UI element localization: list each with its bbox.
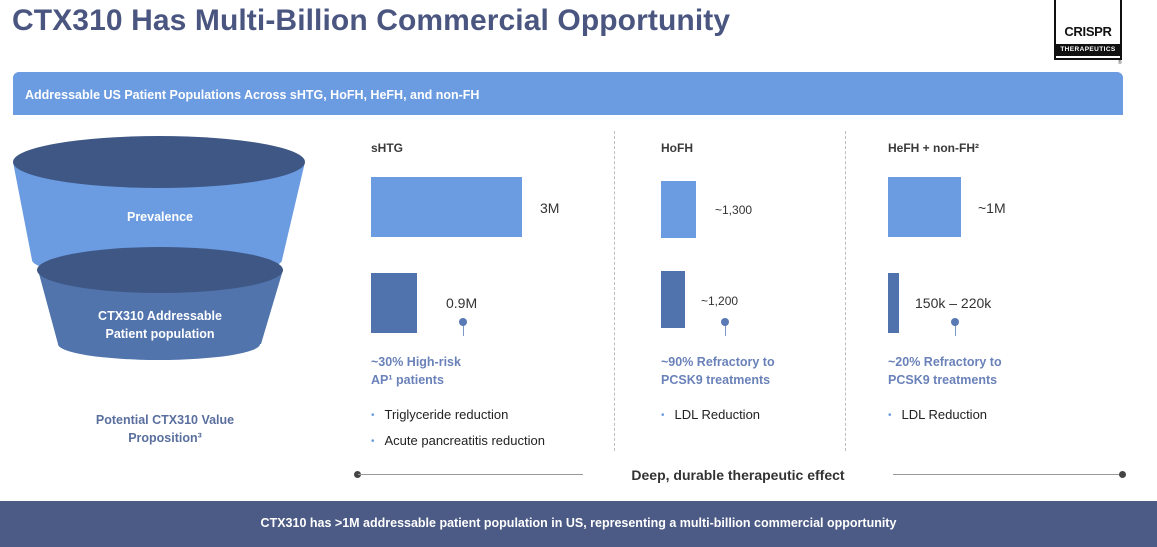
- funnel-addressable-line1: CTX310 Addressable: [98, 309, 222, 323]
- pct-line1-hofh: ~90% Refractory to: [661, 355, 775, 369]
- funnel-bottom-rim: [37, 247, 283, 293]
- prevalence-bar-hefh: [888, 177, 961, 237]
- pct-label-shtg: ~30% High-risk AP¹ patients: [371, 353, 461, 389]
- logo-subtitle: THERAPEUTICS: [1056, 44, 1120, 56]
- prevalence-value-shtg: 3M: [540, 200, 560, 216]
- bullet-text: LDL Reduction: [674, 407, 761, 422]
- pct-label-hefh: ~20% Refractory to PCSK9 treatments: [888, 353, 1002, 389]
- addressable-bar-hofh: [661, 271, 685, 328]
- callout-dot-hefh: [951, 318, 959, 326]
- footer-text: CTX310 has >1M addressable patient popul…: [260, 516, 897, 530]
- callout-stem-shtg: [463, 323, 464, 336]
- value-proposition-label: Potential CTX310 Value Proposition³: [60, 411, 270, 447]
- logo-wordmark: CRISPR: [1064, 24, 1112, 39]
- effect-line-start-dot: [354, 471, 361, 478]
- column-heading-hefh: HeFH + non-FH²: [888, 141, 979, 155]
- funnel-addressable-line2: Patient population: [105, 327, 215, 341]
- bullet-item: • LDL Reduction: [661, 407, 760, 422]
- funnel-bottom-base: [58, 328, 260, 360]
- pct-label-hofh: ~90% Refractory to PCSK9 treatments: [661, 353, 775, 389]
- addressable-bar-hefh: [888, 273, 899, 333]
- bullet-icon: •: [371, 436, 375, 447]
- bullet-item: • Triglyceride reduction: [371, 407, 508, 422]
- callout-dot-hofh: [721, 318, 729, 326]
- column-heading-hofh: HoFH: [661, 141, 693, 155]
- callout-stem-hofh: [725, 323, 726, 336]
- pct-line1-hefh: ~20% Refractory to: [888, 355, 1002, 369]
- effect-line-end-dot: [1119, 471, 1126, 478]
- funnel-graphic: [13, 136, 305, 360]
- addressable-value-hofh: ~1,200: [701, 294, 739, 308]
- column-divider: [614, 131, 615, 451]
- prevalence-bar-hofh: [661, 181, 696, 238]
- addressable-value-hefh: 150k – 220k: [915, 295, 992, 311]
- column-divider: [845, 131, 846, 451]
- prevalence-bar-shtg: [371, 177, 522, 237]
- bullet-text: Triglyceride reduction: [384, 407, 509, 422]
- prevalence-value-hofh: ~1,300: [715, 203, 753, 217]
- funnel-addressable-label: CTX310 Addressable Patient population: [70, 307, 250, 343]
- addressable-bar-shtg: [371, 273, 417, 333]
- logo-registered-mark: ®: [1118, 60, 1122, 66]
- bullet-text: LDL Reduction: [901, 407, 988, 422]
- funnel-prevalence-label: Prevalence: [126, 210, 194, 224]
- bullet-text: Acute pancreatitis reduction: [384, 433, 545, 448]
- prevalence-value-hefh: ~1M: [978, 200, 1006, 216]
- addressable-value-shtg: 0.9M: [446, 295, 478, 311]
- company-logo: CRISPR THERAPEUTICS: [1054, 0, 1122, 60]
- callout-dot-shtg: [459, 318, 467, 326]
- section-banner: Addressable US Patient Populations Acros…: [13, 72, 1123, 115]
- funnel-top-rim: [13, 136, 305, 188]
- bullet-item: • LDL Reduction: [888, 407, 987, 422]
- bullet-icon: •: [371, 410, 375, 421]
- bullet-icon: •: [661, 410, 665, 421]
- pct-line2-hefh: PCSK9 treatments: [888, 373, 998, 387]
- value-prop-line2: Proposition³: [128, 431, 202, 445]
- footer-banner: CTX310 has >1M addressable patient popul…: [0, 501, 1157, 547]
- value-prop-line1: Potential CTX310 Value: [95, 413, 235, 427]
- effect-line-left: [358, 474, 583, 475]
- callout-stem-hefh: [955, 323, 956, 336]
- bullet-item: • Acute pancreatitis reduction: [371, 433, 545, 448]
- bullet-icon: •: [888, 410, 892, 421]
- pct-line1-shtg: ~30% High-risk: [371, 355, 461, 369]
- page-title: CTX310 Has Multi-Billion Commercial Oppo…: [12, 4, 731, 37]
- population-funnel: Prevalence CTX310 Addressable Patient po…: [10, 136, 310, 362]
- pct-line2-shtg: AP¹ patients: [371, 373, 444, 387]
- column-heading-shtg: sHTG: [371, 141, 404, 155]
- banner-text: Addressable US Patient Populations Acros…: [25, 88, 480, 102]
- effect-line-right: [893, 474, 1123, 475]
- funnel-top-segment: [13, 162, 305, 260]
- pct-line2-hofh: PCSK9 treatments: [661, 373, 771, 387]
- effect-label: Deep, durable therapeutic effect: [631, 467, 845, 483]
